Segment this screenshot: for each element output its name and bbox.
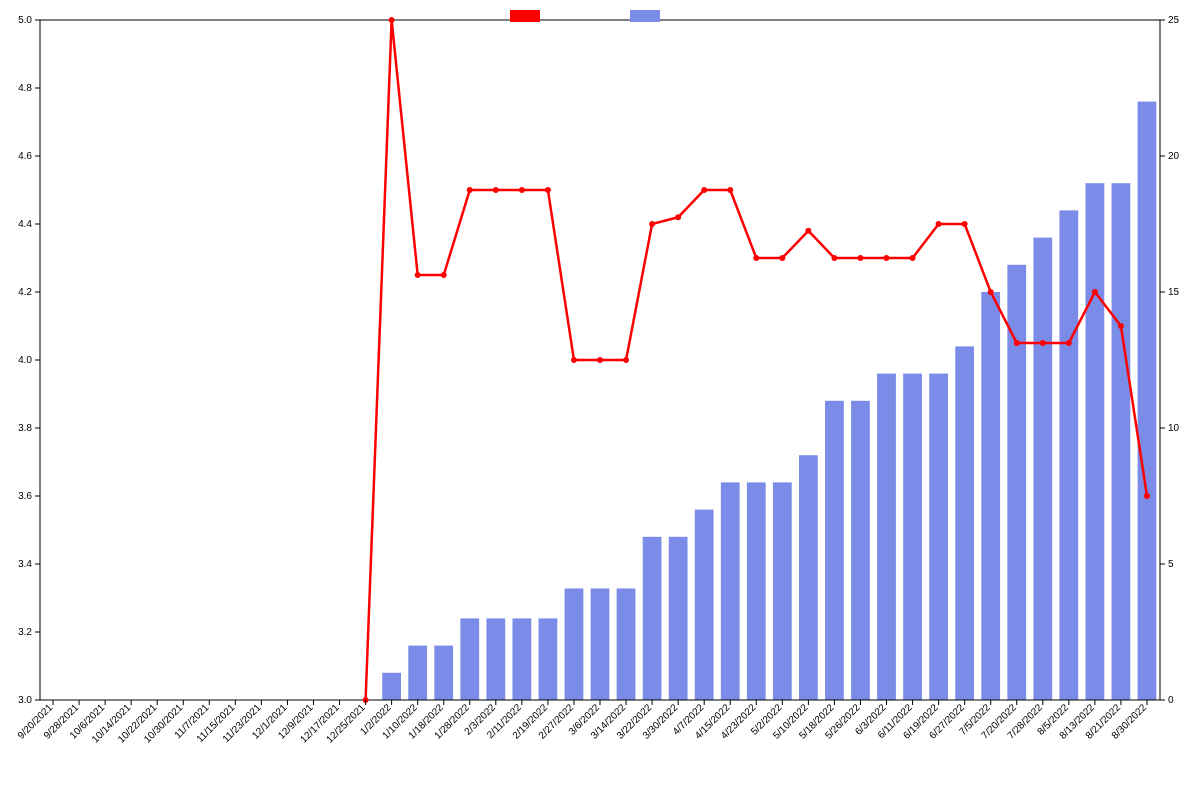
- line-marker: [649, 221, 655, 227]
- y-left-tick-label: 4.0: [18, 355, 32, 366]
- bar: [408, 646, 427, 700]
- line-marker: [857, 255, 863, 261]
- y-right-tick-label: 25: [1168, 15, 1180, 26]
- line-marker: [571, 357, 577, 363]
- line-marker: [415, 272, 421, 278]
- line-marker: [701, 187, 707, 193]
- bar: [955, 346, 974, 700]
- bar: [877, 374, 896, 700]
- combo-chart: 3.0 3.2 3.4 3.6 3.8 4.0 4.2 4.4 4.6 4.8 5.0 0 5 10 15 2…: [0, 0, 1200, 800]
- bar: [903, 374, 922, 700]
- chart-container: 3.0 3.2 3.4 3.6 3.8 4.0 4.2 4.4 4.6 4.8 5.0 0 5 10 15 2…: [0, 0, 1200, 800]
- line-marker: [779, 255, 785, 261]
- line-marker: [936, 221, 942, 227]
- line-marker: [753, 255, 759, 261]
- y-left-tick-label: 4.2: [18, 287, 32, 298]
- line-marker: [884, 255, 890, 261]
- line-marker: [389, 17, 395, 23]
- line-marker: [1118, 323, 1124, 329]
- bar: [799, 455, 818, 700]
- line-marker: [467, 187, 473, 193]
- bar: [1086, 183, 1105, 700]
- bar: [591, 588, 610, 700]
- y-left-tick-label: 3.8: [18, 423, 32, 434]
- line-marker: [519, 187, 525, 193]
- y-left-tick-label: 3.2: [18, 627, 32, 638]
- y-left-tick-label: 3.6: [18, 491, 32, 502]
- bar: [1112, 183, 1131, 700]
- bar: [1033, 238, 1052, 700]
- line-marker: [545, 187, 551, 193]
- line-marker: [1014, 340, 1020, 346]
- bar: [721, 482, 740, 700]
- bar: [929, 374, 948, 700]
- y-left-tick-label: 3.4: [18, 559, 32, 570]
- line-marker: [988, 289, 994, 295]
- bar: [539, 618, 558, 700]
- y-right-tick-label: 10: [1168, 423, 1180, 434]
- bar: [851, 401, 870, 700]
- y-left-tick-label: 4.8: [18, 83, 32, 94]
- line-marker: [805, 228, 811, 234]
- y-right-tick-label: 20: [1168, 151, 1180, 162]
- y-left-tick-label: 4.4: [18, 219, 32, 230]
- bar: [565, 588, 584, 700]
- line-marker: [727, 187, 733, 193]
- line-marker: [1144, 493, 1150, 499]
- line-marker: [1092, 289, 1098, 295]
- bar: [617, 588, 636, 700]
- line-marker: [1066, 340, 1072, 346]
- bar: [773, 482, 792, 700]
- line-marker: [910, 255, 916, 261]
- bar: [460, 618, 479, 700]
- line-marker: [831, 255, 837, 261]
- line-marker: [623, 357, 629, 363]
- bar: [747, 482, 766, 700]
- bar: [669, 537, 688, 700]
- line-marker: [962, 221, 968, 227]
- line-marker: [441, 272, 447, 278]
- legend-swatch-bar: [630, 10, 660, 22]
- y-left-tick-label: 4.6: [18, 151, 32, 162]
- y-right-tick-label: 5: [1168, 559, 1174, 570]
- bar: [434, 646, 453, 700]
- bar: [695, 510, 714, 700]
- bar: [512, 618, 531, 700]
- line-marker: [1040, 340, 1046, 346]
- bar: [981, 292, 1000, 700]
- bar: [825, 401, 844, 700]
- line-marker: [597, 357, 603, 363]
- bar: [643, 537, 662, 700]
- legend-swatch-line: [510, 10, 540, 22]
- bar: [382, 673, 401, 700]
- line-marker: [493, 187, 499, 193]
- line-marker: [675, 214, 681, 220]
- bar: [486, 618, 505, 700]
- bar: [1059, 210, 1078, 700]
- y-left-tick-label: 5.0: [18, 15, 32, 26]
- y-right-tick-label: 0: [1168, 695, 1174, 706]
- bar: [1138, 102, 1157, 700]
- y-right-tick-label: 15: [1168, 287, 1180, 298]
- y-left-tick-label: 3.0: [18, 695, 32, 706]
